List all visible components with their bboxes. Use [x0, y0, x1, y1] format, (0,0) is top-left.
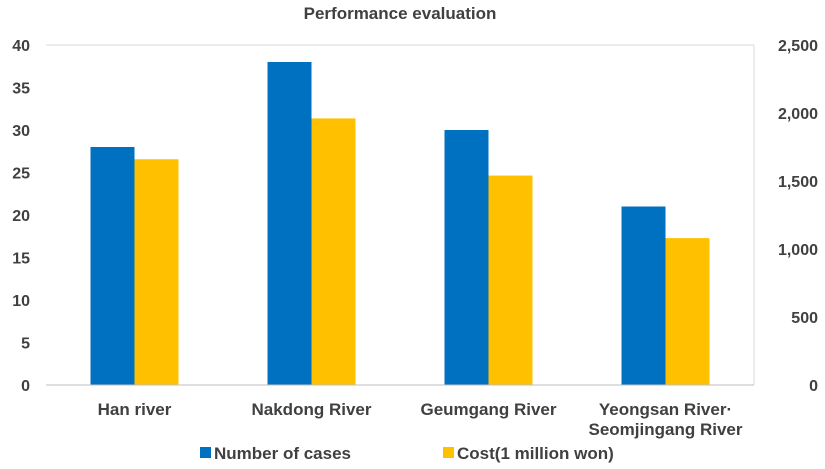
bar-number-of-cases-nakdong-river	[267, 62, 312, 385]
category-labels: Han river Nakdong River Geumgang River Yeon…	[98, 400, 743, 439]
legend: Number of cases Cost(1 million won)	[200, 444, 614, 463]
left-axis-ticks: 0 5 10 15 20 25 30 35 40	[12, 38, 30, 395]
legend-swatch-number-of-cases	[200, 447, 211, 458]
left-tick-label: 20	[12, 208, 30, 225]
right-tick-label: 2,500	[778, 38, 818, 55]
left-tick-label: 10	[12, 293, 30, 310]
category-label: Nakdong River	[252, 400, 372, 419]
right-tick-label: 2,000	[778, 106, 818, 123]
bar-number-of-cases-geumgang-river	[444, 130, 489, 385]
legend-label-number-of-cases: Number of cases	[214, 444, 351, 463]
left-tick-label: 40	[12, 38, 30, 55]
category-label: Han river	[98, 400, 172, 419]
category-label: Seomjingang River	[589, 420, 743, 439]
bar-cost-1-million-won-nakdong-river	[311, 118, 356, 385]
right-tick-label: 0	[809, 378, 818, 395]
right-tick-label: 1,000	[778, 242, 818, 259]
bar-cost-1-million-won-geumgang-river	[488, 175, 533, 385]
bar-cost-1-million-won-yeongsan-river-seomjingang-river	[665, 238, 710, 385]
legend-label-cost: Cost(1 million won)	[457, 444, 614, 463]
bar-number-of-cases-yeongsan-river-seomjingang-river	[621, 206, 666, 385]
left-tick-label: 30	[12, 123, 30, 140]
category-label: Geumgang River	[420, 400, 556, 419]
left-tick-label: 5	[21, 336, 30, 353]
right-tick-label: 1,500	[778, 174, 818, 191]
left-tick-label: 35	[12, 81, 30, 98]
legend-swatch-cost	[443, 447, 454, 458]
bar-number-of-cases-han-river	[90, 147, 135, 385]
left-tick-label: 25	[12, 166, 30, 183]
bars	[90, 62, 710, 385]
left-tick-label: 0	[21, 378, 30, 395]
category-label: Yeongsan River·	[599, 400, 732, 419]
right-axis-ticks: 0 500 1,000 1,500 2,000 2,500	[778, 38, 818, 395]
bar-cost-1-million-won-han-river	[134, 159, 179, 385]
left-tick-label: 15	[12, 251, 30, 268]
right-tick-label: 500	[791, 310, 818, 327]
chart-title: Performance evaluation	[304, 4, 497, 23]
